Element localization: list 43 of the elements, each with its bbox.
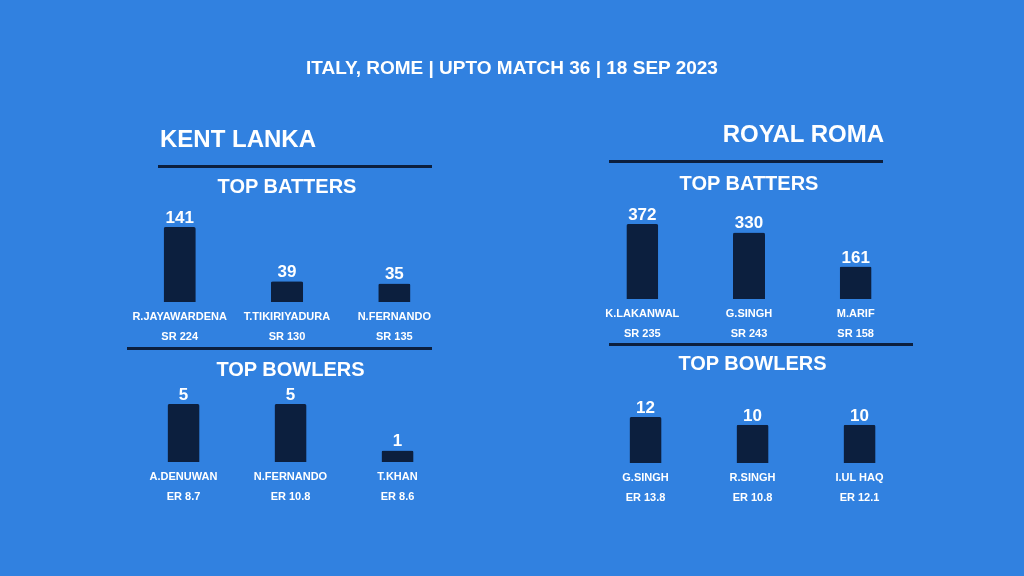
text: ER 12.1 [838, 491, 881, 503]
data-label: 372 [628, 205, 657, 224]
data-label: 161 [841, 247, 870, 267]
chart-subtitle: TOP BATTERS [679, 172, 819, 194]
text: SR 130 [267, 330, 307, 342]
text: SR 158 [836, 327, 875, 339]
chart-title: KENT LANKA [160, 125, 316, 152]
x-tick-label: N.FERNANDO [253, 469, 328, 482]
text: ITALY, ROME | UPTO MATCH 36 | 18 SEP 2023 [305, 57, 719, 78]
text: ER 8.6 [379, 490, 416, 502]
text: SR 243 [729, 327, 769, 339]
chart-title: TOP BOWLERS [216, 358, 365, 380]
x-tick-label: M.ARIF [836, 306, 875, 319]
text: ER 10.8 [731, 491, 774, 503]
data-label: 5 [178, 385, 189, 404]
data-label: 35 [384, 264, 404, 284]
data-label: 330 [734, 213, 764, 233]
data-label: 10 [743, 405, 762, 425]
text: ER 8.7 [165, 490, 202, 502]
x-tick-label: N.FERNANDO [357, 309, 432, 322]
text: ER 13.8 [624, 491, 667, 503]
text: ER 10.8 [269, 490, 312, 502]
data-label: 10 [850, 405, 869, 425]
chart-title: TOP BOWLERS [678, 352, 827, 374]
x-tick-label: T.KHAN [377, 469, 418, 482]
data-label: 1 [392, 431, 403, 451]
x-tick-label: T.TIKIRIYADURA [243, 309, 331, 322]
x-tick-label: I.UL HAQ [835, 470, 884, 483]
data-label: 5 [285, 385, 296, 404]
text: SR 224 [160, 330, 199, 342]
x-tick-label: A.DENUWAN [149, 469, 218, 482]
data-label: 39 [277, 262, 297, 282]
x-tick-label: G.SINGH [725, 306, 773, 319]
chart-subtitle: TOP BATTERS [217, 175, 357, 197]
data-label: 141 [165, 208, 194, 227]
data-label: 12 [636, 398, 655, 417]
text: SR 235 [622, 327, 662, 339]
x-tick-label: K.LAKANWAL [605, 306, 680, 319]
chart-title: ROYAL ROMA [722, 120, 884, 147]
x-tick-label: R.SINGH [729, 470, 776, 483]
text: SR 135 [374, 330, 414, 342]
x-tick-label: R.JAYAWARDENA [132, 309, 227, 322]
x-tick-label: G.SINGH [622, 470, 669, 483]
